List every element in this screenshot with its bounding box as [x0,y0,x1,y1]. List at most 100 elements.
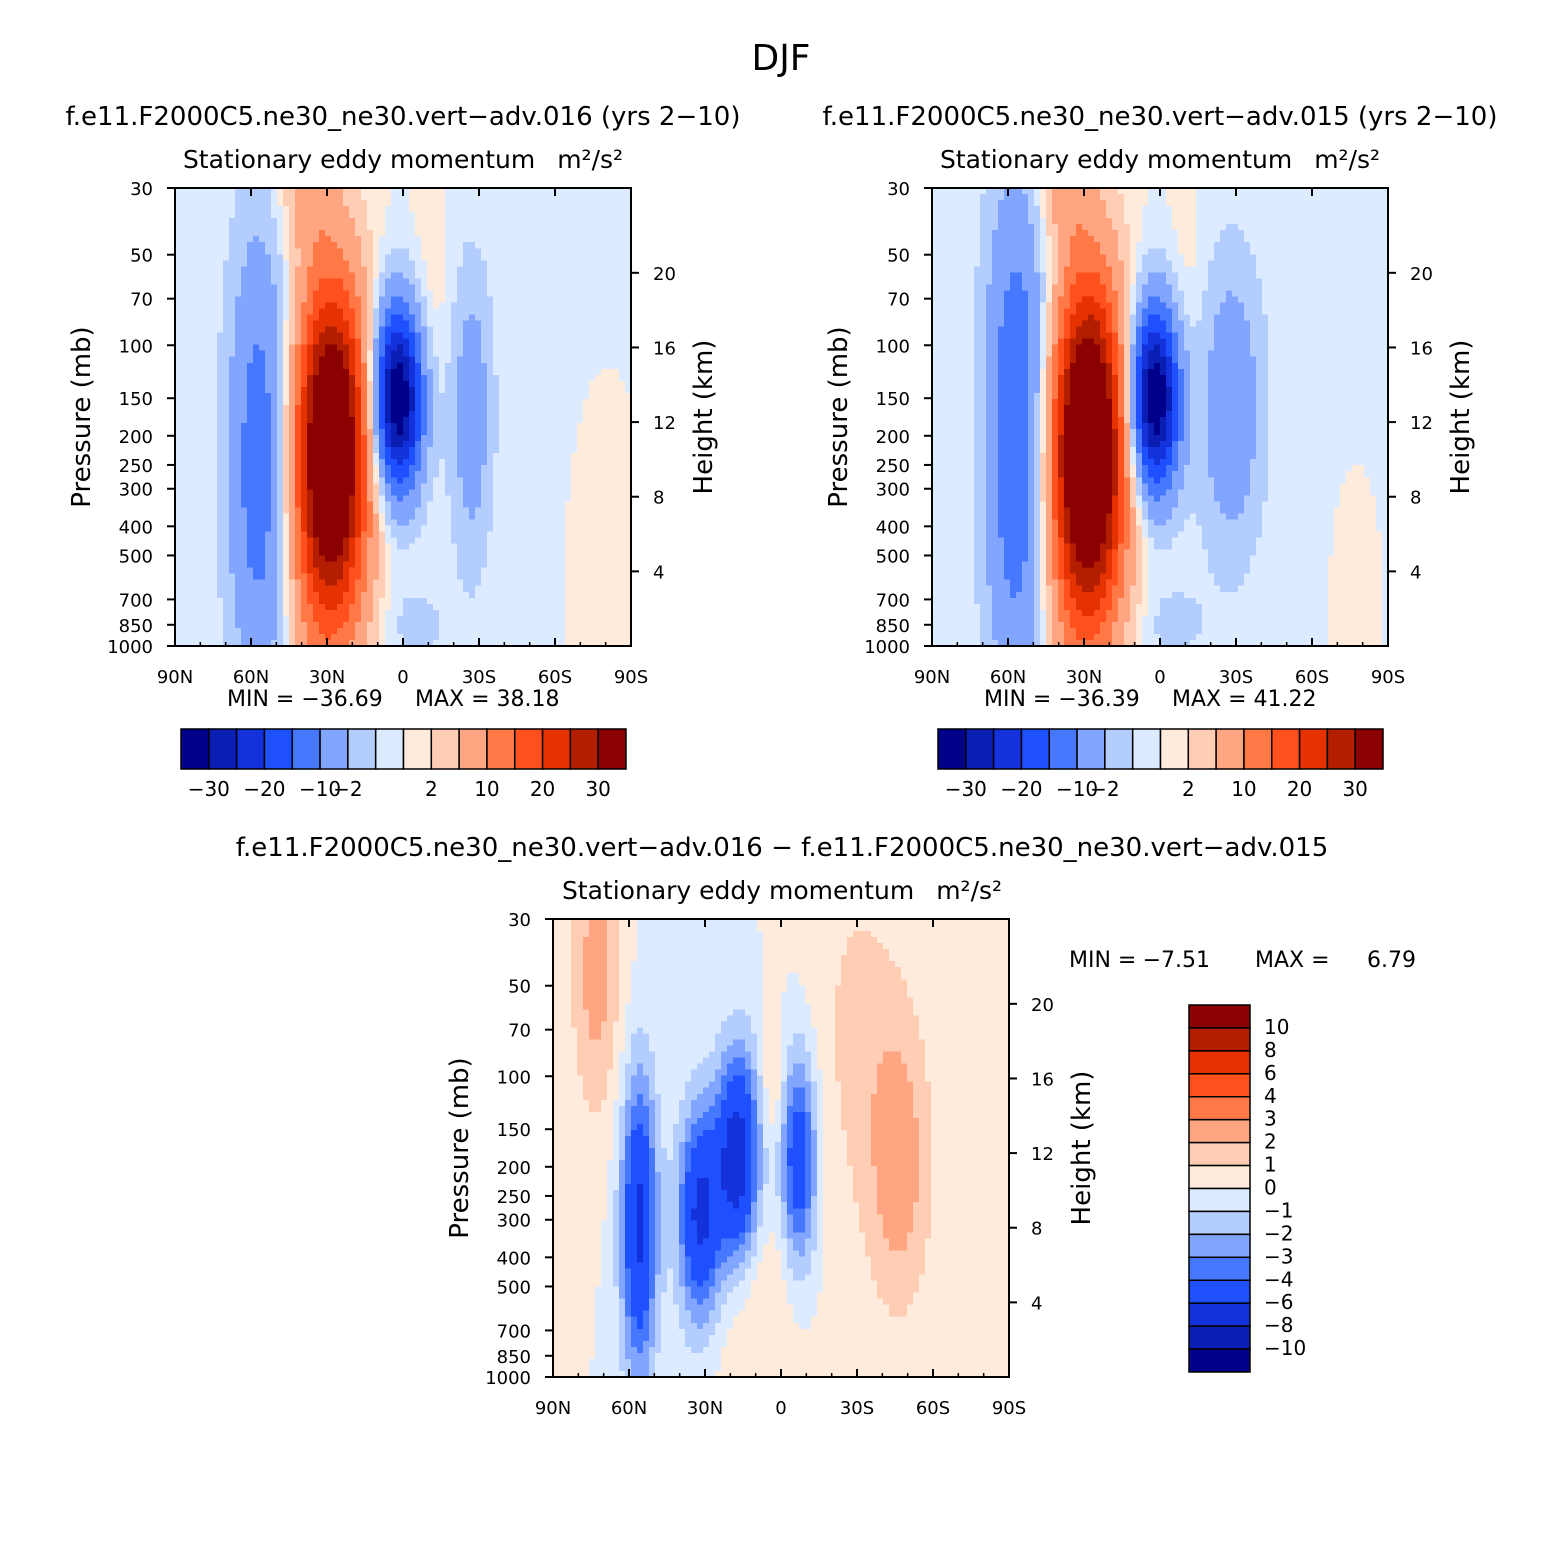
field-cell [193,380,200,388]
field-cell [475,206,482,213]
field-cell [559,423,566,430]
field-cell [445,519,452,527]
field-cell [529,417,536,424]
field-cell [235,242,242,249]
field-cell [247,218,254,225]
field-cell [565,477,572,484]
field-cell [301,573,308,581]
field-cell [277,380,284,388]
field-cell [517,266,524,273]
field-cell [427,519,434,527]
field-cell [289,194,296,201]
field-cell [439,573,446,581]
field-cell [487,543,494,551]
field-cell [343,573,350,581]
field-cell [379,477,386,484]
field-cell [217,200,224,207]
field-cell [589,519,596,527]
field-cell [541,200,548,207]
field-cell [613,477,620,484]
field-cell [247,441,254,448]
field-cell [283,567,290,575]
field-cell [541,543,548,551]
field-cell [499,453,506,460]
field-cell [307,206,314,213]
field-cell [343,350,350,358]
field-cell [229,272,236,279]
field-cell [199,290,206,298]
field-cell [577,308,584,316]
field-cell [379,417,386,424]
field-cell [313,471,320,478]
field-cell [349,314,356,322]
field-cell [493,519,500,527]
field-cell [523,242,530,249]
field-cell [463,296,470,304]
field-cell [367,537,374,545]
field-cell [247,561,254,569]
field-cell [187,404,194,412]
field-cell [541,326,548,334]
field-cell [547,302,554,310]
field-cell [457,302,464,310]
field-cell [211,423,218,430]
field-cell [445,278,452,286]
field-cell [199,302,206,310]
field-cell [547,507,554,515]
field-cell [451,447,458,454]
field-cell [553,543,560,551]
field-cell [451,296,458,304]
field-cell [517,453,524,460]
field-cell [187,561,194,569]
field-cell [457,471,464,478]
field-cell [457,320,464,328]
field-cell [265,308,272,316]
field-cell [343,308,350,316]
field-cell [559,398,566,406]
field-cell [217,266,224,273]
field-cell [361,567,368,575]
field-cell [601,362,608,370]
field-cell [547,200,554,207]
field-cell [403,350,410,358]
field-cell [427,543,434,551]
field-cell [373,555,380,563]
field-cell [469,308,476,316]
field-cell [187,537,194,545]
field-cell [505,290,512,298]
field-cell [433,188,440,195]
field-cell [409,453,416,460]
field-cell [463,338,470,346]
field-cell [355,320,362,328]
field-cell [565,543,572,551]
field-cell [451,326,458,334]
field-cell [577,284,584,292]
field-cell [403,380,410,388]
field-cell [457,356,464,364]
field-cell [523,507,530,515]
field-cell [355,284,362,292]
field-cell [559,338,566,346]
field-cell [553,435,560,442]
field-cell [259,224,266,231]
field-cell [451,248,458,255]
field-cell [589,441,596,448]
field-cell [181,447,188,454]
field-cell [445,332,452,340]
field-cell [253,398,260,406]
field-cell [493,362,500,370]
field-cell [385,579,392,587]
field-cell [343,326,350,334]
field-cell [361,230,368,237]
field-cell [373,212,380,219]
field-cell [445,429,452,436]
field-cell [181,453,188,460]
field-cell [589,392,596,400]
field-cell [433,477,440,484]
field-cell [325,573,332,581]
field-cell [559,471,566,478]
field-cell [265,338,272,346]
field-cell [265,326,272,334]
field-cell [451,374,458,382]
field-cell [415,477,422,484]
